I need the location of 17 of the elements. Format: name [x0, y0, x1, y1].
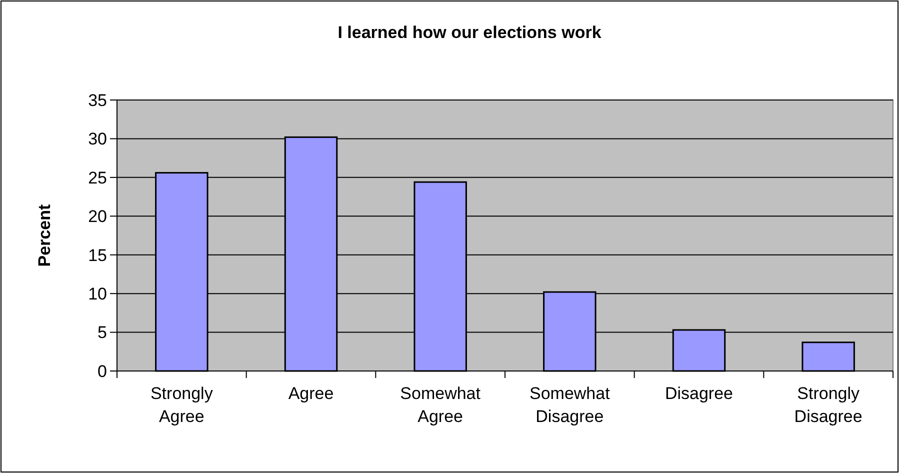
- x-tick-label: Agree: [288, 384, 334, 403]
- y-tick-label: 25: [88, 168, 107, 188]
- y-tick-label: 30: [88, 130, 107, 149]
- bar: [802, 342, 855, 372]
- x-tick-label: Disagree: [664, 384, 734, 403]
- y-tick-label: 0: [98, 362, 107, 381]
- y-axis-title: Percent: [35, 204, 54, 267]
- y-tick-label: 35: [88, 90, 107, 110]
- y-tick-label: 20: [88, 207, 107, 226]
- y-tick-label: 15: [88, 246, 107, 265]
- x-tick-label: Strongly Disagree: [794, 384, 862, 426]
- x-tick-label: Strongly Agree: [150, 384, 214, 426]
- y-tick-label: 10: [88, 284, 107, 304]
- x-tick-label: Somewhat Agree: [400, 384, 481, 426]
- chart-title: I learned how our elections work: [338, 23, 602, 42]
- x-tick-label: Somewhat Disagree: [530, 384, 610, 426]
- y-tick-label: 5: [98, 323, 107, 342]
